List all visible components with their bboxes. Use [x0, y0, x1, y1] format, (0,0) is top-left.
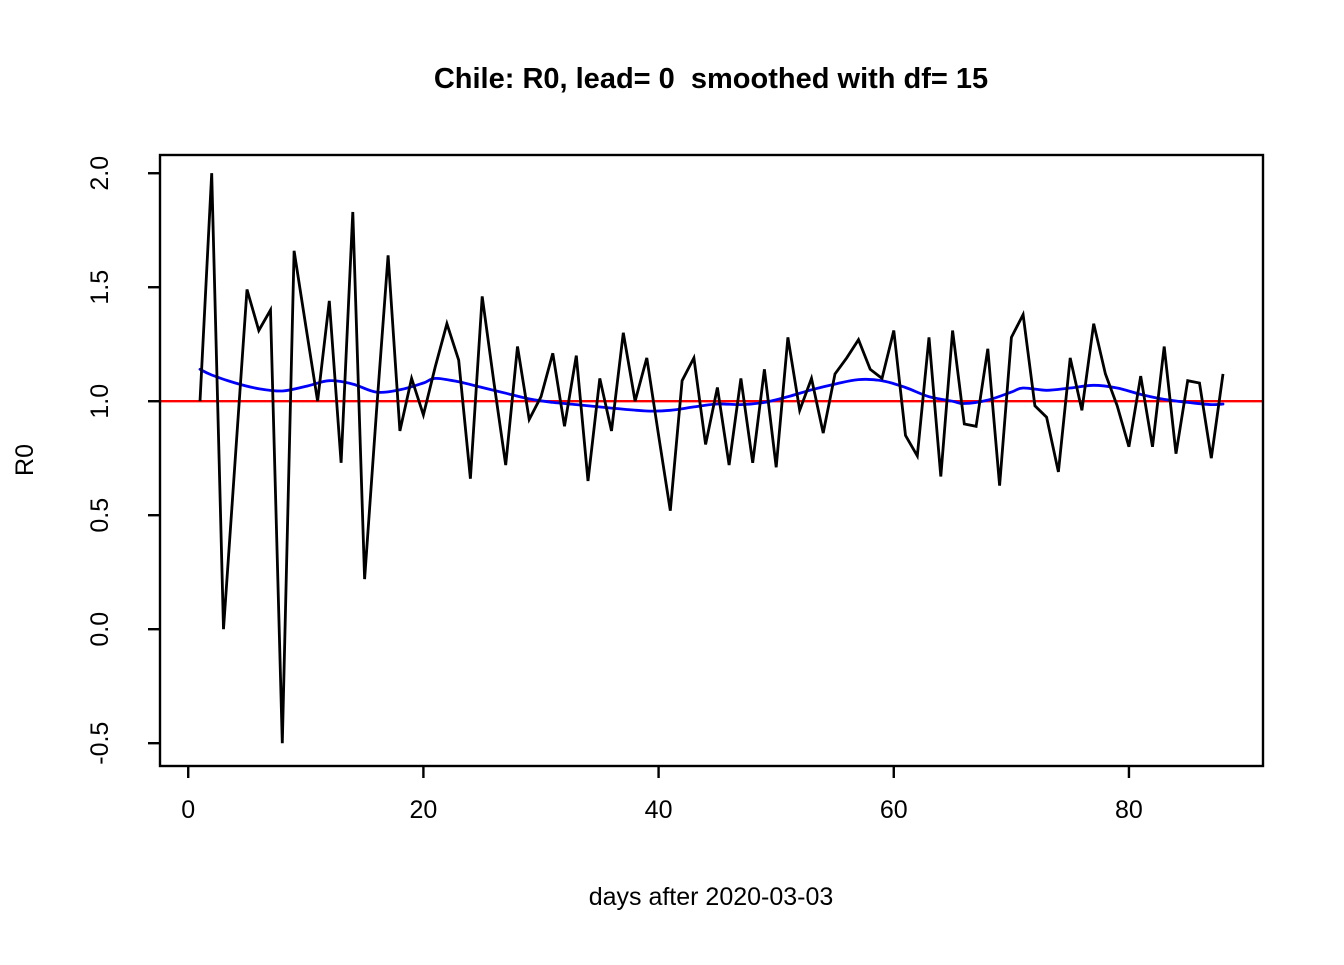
y-axis-label: R0 — [11, 444, 39, 476]
x-tick-label: 0 — [181, 796, 195, 824]
daily-series-line — [198, 173, 1225, 744]
plot-layer: 0 20 40 60 80 -0.5 0.0 0.5 1.0 1.5 2.0 — [86, 153, 1265, 824]
y-tick-label: 1.0 — [86, 384, 114, 419]
y-tick-label: 0.0 — [86, 612, 114, 647]
x-tick-label: 60 — [880, 796, 908, 824]
y-tick-label: 1.5 — [86, 270, 114, 305]
x-tick-label: 40 — [645, 796, 673, 824]
smoothed-series-line — [198, 367, 1225, 413]
x-tick-label: 80 — [1115, 796, 1143, 824]
y-tick-label: 0.5 — [86, 498, 114, 533]
chart-title: Chile: R0, lead= 0 smoothed with df= 15 — [434, 63, 988, 95]
x-tick-label: 20 — [409, 796, 437, 824]
y-tick-label: 2.0 — [86, 156, 114, 191]
x-axis-label: days after 2020-03-03 — [589, 883, 834, 911]
plot-frame — [158, 153, 1265, 768]
y-tick-label: -0.5 — [86, 722, 114, 765]
